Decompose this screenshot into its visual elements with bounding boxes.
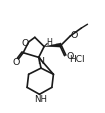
Text: N: N [37, 56, 45, 65]
Text: NH: NH [34, 95, 47, 104]
Text: O: O [22, 39, 29, 48]
Text: HCl: HCl [69, 55, 85, 64]
Text: H: H [46, 38, 52, 47]
Text: O: O [71, 31, 78, 39]
Polygon shape [44, 44, 61, 48]
Text: O: O [12, 57, 20, 66]
Text: O: O [66, 52, 73, 61]
